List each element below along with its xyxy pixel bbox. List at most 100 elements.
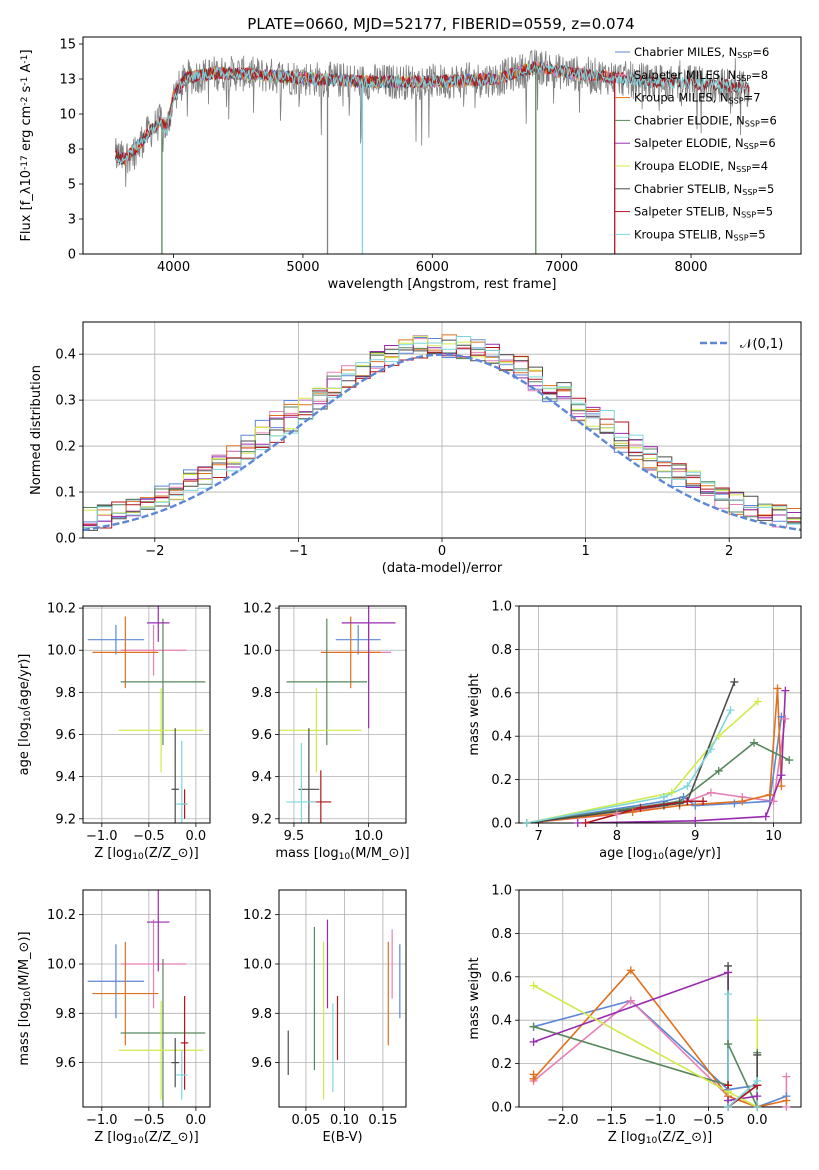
panel-age-vs-mass: 9.5 10.0 9.2 9.4 9.6 9.8 10.0 10.2 mass [log10(M… bbox=[243, 602, 410, 863]
y-tick-label: 0.1 bbox=[55, 486, 76, 501]
y-tick-label: 15 bbox=[59, 38, 76, 53]
mass-weight-line bbox=[526, 700, 759, 823]
y-tick-label: 10 bbox=[59, 108, 76, 123]
x-tick-label: 0.05 bbox=[291, 1113, 320, 1128]
x-tick-label: 8 bbox=[613, 829, 621, 844]
y-tick-label: 3 bbox=[68, 213, 76, 228]
mass-weight-marker bbox=[706, 745, 715, 754]
x-tick-label: 0.10 bbox=[330, 1113, 359, 1128]
y-tick-label: 10.0 bbox=[243, 957, 272, 972]
x-tick-label: 0.0 bbox=[186, 1113, 207, 1128]
x-axis-label: Z [log10(Z/Z_⊙)] bbox=[608, 1130, 712, 1146]
y-tick-label: 0.2 bbox=[55, 440, 76, 455]
y-tick-label: 0.0 bbox=[491, 817, 512, 832]
y-tick-label: 0.2 bbox=[491, 1057, 512, 1072]
y-tick-label: 13 bbox=[59, 73, 76, 88]
x-tick-label: 7000 bbox=[545, 260, 578, 275]
x-axis-label: (data-model)/error bbox=[382, 561, 503, 576]
y-tick-label: 10.0 bbox=[243, 644, 272, 659]
panel-weight-vs-age: 7 8 9 10 0.0 0.2 0.4 0.6 0.8 1.0 age [log10(age/yr… bbox=[467, 600, 802, 862]
plot-content-age-vs-Z bbox=[87, 606, 206, 823]
x-tick-label: −1.0 bbox=[86, 829, 118, 844]
mass-weight-marker bbox=[782, 1072, 791, 1081]
y-tick-label: 0.0 bbox=[55, 532, 76, 547]
y-tick-label: 9.8 bbox=[55, 686, 76, 701]
plot-content-spectrum bbox=[114, 49, 750, 254]
plot-content-weight-vs-age bbox=[526, 681, 790, 823]
mass-weight-marker bbox=[659, 792, 668, 801]
y-tick-label: 9.8 bbox=[55, 1007, 76, 1022]
y-axis-label: Flux [f_λ10-17 erg cm-2 s-1 A-1] bbox=[19, 49, 34, 241]
y-tick-label: 9.2 bbox=[55, 812, 76, 827]
y-tick-label: 9.6 bbox=[55, 728, 76, 743]
mass-weight-marker bbox=[738, 797, 747, 806]
y-tick-label: 0.3 bbox=[55, 394, 76, 409]
x-axis-label: E(B-V) bbox=[322, 1130, 362, 1145]
model-spectrum-line bbox=[114, 60, 750, 164]
legend-label: Kroupa MILES, NSSP=7 bbox=[634, 91, 761, 106]
y-axis-label: mass weight bbox=[467, 673, 482, 755]
y-tick-label: 0.8 bbox=[491, 927, 512, 942]
mass-weight-marker bbox=[753, 1016, 762, 1025]
mass-weight-marker bbox=[706, 788, 715, 797]
mass-weight-marker bbox=[529, 1037, 538, 1046]
axes-frame bbox=[518, 605, 802, 824]
y-axis-label: age [log10(age/yr)] bbox=[17, 654, 33, 776]
legend-label: 𝒩(0,1) bbox=[740, 337, 783, 352]
y-tick-label: 10.0 bbox=[47, 957, 76, 972]
mass-weight-marker bbox=[724, 1103, 733, 1111]
plot-area: 4000 5000 6000 7000 80000358101315wavelength… bbox=[17, 36, 802, 1146]
mass-weight-marker bbox=[724, 961, 733, 970]
y-tick-label: 0.2 bbox=[491, 773, 512, 788]
y-tick-label: 0.0 bbox=[491, 1101, 512, 1116]
mass-weight-marker bbox=[781, 686, 790, 695]
x-tick-label: 4000 bbox=[157, 260, 190, 275]
mass-weight-marker bbox=[714, 766, 723, 775]
mass-weight-marker bbox=[726, 706, 735, 715]
mass-weight-marker bbox=[636, 803, 645, 812]
mass-weight-marker bbox=[724, 990, 733, 999]
y-tick-label: 10.0 bbox=[47, 644, 76, 659]
figure-title: PLATE=0660, MJD=52177, FIBERID=0559, z=0… bbox=[247, 15, 634, 33]
mass-weight-line bbox=[526, 741, 790, 823]
x-axis-label: Z [log10(Z/Z_⊙)] bbox=[94, 1130, 198, 1146]
y-tick-label: 9.6 bbox=[251, 728, 272, 743]
legend-label: Kroupa ELODIE, NSSP=4 bbox=[634, 159, 768, 174]
mass-weight-marker bbox=[730, 677, 739, 686]
y-tick-label: 5 bbox=[68, 178, 76, 193]
legend-label: Salpeter MILES, NSSP=8 bbox=[634, 68, 768, 83]
y-tick-label: 1.0 bbox=[491, 600, 512, 615]
y-tick-label: 9.4 bbox=[55, 770, 76, 785]
residual-histogram bbox=[83, 336, 801, 528]
mass-weight-marker bbox=[753, 697, 762, 706]
x-tick-label: 9 bbox=[691, 829, 699, 844]
x-tick-label: 0.15 bbox=[368, 1113, 397, 1128]
mass-weight-marker bbox=[761, 812, 770, 821]
mass-weight-marker bbox=[765, 790, 774, 799]
y-tick-label: 9.8 bbox=[251, 686, 272, 701]
x-tick-label: −0.5 bbox=[693, 1113, 725, 1128]
plot-content-age-vs-mass bbox=[279, 606, 396, 823]
mass-weight-marker bbox=[777, 782, 786, 791]
y-tick-label: 0.4 bbox=[55, 348, 76, 363]
x-tick-label: −2 bbox=[145, 544, 164, 559]
mass-weight-marker bbox=[691, 816, 700, 825]
mass-weight-marker bbox=[529, 1022, 538, 1031]
mass-weight-marker bbox=[522, 819, 531, 827]
mass-weight-marker bbox=[730, 799, 739, 808]
mass-weight-marker bbox=[683, 797, 692, 806]
y-tick-label: 9.2 bbox=[251, 812, 272, 827]
y-axis-label: mass [log10(M/M_⊙)] bbox=[17, 931, 33, 1065]
legend-label: Chabrier MILES, NSSP=6 bbox=[634, 45, 769, 60]
mass-weight-marker bbox=[769, 797, 778, 806]
panel-weight-vs-Z: −2.0 −1.5 −1.0 −0.5 0.0 0.0 0.2 0.4 0.6 0.8 1.0 Z [… bbox=[467, 884, 802, 1146]
y-axis-label: Normed distribution bbox=[29, 365, 44, 495]
x-axis-label: age [log10(age/yr)] bbox=[599, 846, 721, 862]
axes-frame bbox=[82, 605, 211, 824]
y-tick-label: 1.0 bbox=[491, 884, 512, 899]
panel-mass-vs-EBV: 0.05 0.10 0.15 9.6 9.8 10.0 10.2 E(B-V) bbox=[243, 889, 407, 1145]
y-tick-label: 0.6 bbox=[491, 970, 512, 985]
y-tick-label: 10.2 bbox=[243, 602, 272, 617]
mass-weight-marker bbox=[724, 1081, 733, 1090]
